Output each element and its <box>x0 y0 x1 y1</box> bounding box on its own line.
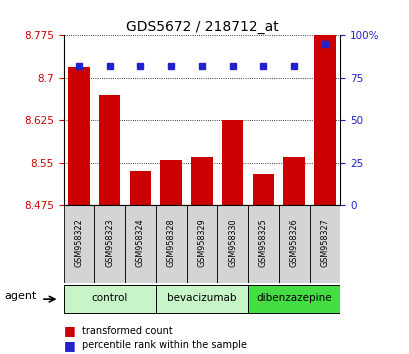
Bar <box>191 157 212 205</box>
Title: GDS5672 / 218712_at: GDS5672 / 218712_at <box>125 21 278 34</box>
Text: percentile rank within the sample: percentile rank within the sample <box>82 340 246 350</box>
Text: ■: ■ <box>63 339 75 352</box>
Bar <box>252 174 274 205</box>
Text: dibenzazepine: dibenzazepine <box>256 293 331 303</box>
Text: control: control <box>91 293 128 303</box>
Text: GSM958326: GSM958326 <box>289 218 298 267</box>
Text: GSM958328: GSM958328 <box>166 218 175 267</box>
Bar <box>63 285 155 314</box>
Bar <box>125 205 155 283</box>
Text: GSM958327: GSM958327 <box>320 218 328 267</box>
Bar <box>247 285 339 314</box>
Bar <box>155 205 186 283</box>
Bar <box>160 160 182 205</box>
Bar <box>283 157 304 205</box>
Text: ■: ■ <box>63 325 75 337</box>
Bar <box>313 35 335 205</box>
Text: bevacizumab: bevacizumab <box>167 293 236 303</box>
Bar <box>217 205 247 283</box>
Bar <box>94 205 125 283</box>
Text: GSM958322: GSM958322 <box>74 218 83 267</box>
Bar <box>68 67 90 205</box>
Bar <box>221 120 243 205</box>
Bar <box>155 285 247 314</box>
Text: GSM958324: GSM958324 <box>136 218 144 267</box>
Bar <box>186 205 217 283</box>
Bar <box>63 205 94 283</box>
Text: transformed count: transformed count <box>82 326 172 336</box>
Text: GSM958323: GSM958323 <box>105 218 114 267</box>
Bar <box>247 205 278 283</box>
Text: GSM958330: GSM958330 <box>228 218 236 267</box>
Bar <box>129 171 151 205</box>
Bar <box>99 95 120 205</box>
Text: GSM958329: GSM958329 <box>197 218 206 267</box>
Text: GSM958325: GSM958325 <box>258 218 267 267</box>
Bar <box>278 205 309 283</box>
Text: agent: agent <box>4 291 36 301</box>
Bar <box>309 205 339 283</box>
